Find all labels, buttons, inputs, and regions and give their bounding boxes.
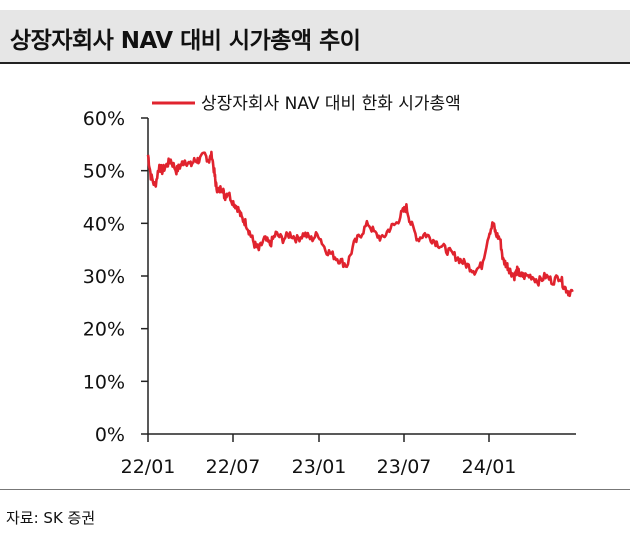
source-divider <box>0 489 630 490</box>
x-tick-label: 22/07 <box>206 456 261 478</box>
page-title: 상장자회사 NAV 대비 시가총액 추이 <box>10 28 361 54</box>
y-tick-label: 0% <box>95 424 125 446</box>
title-bar: 상장자회사 NAV 대비 시가총액 추이 <box>0 10 630 64</box>
y-tick-label: 40% <box>83 213 125 235</box>
legend-label: 상장자회사 NAV 대비 한화 시가총액 <box>201 94 461 114</box>
x-tick-label: 23/07 <box>377 456 432 478</box>
y-tick-label: 60% <box>83 108 125 130</box>
source-note: 자료: SK 증권 <box>6 509 96 527</box>
series-line <box>146 150 574 298</box>
y-tick-label: 30% <box>83 266 125 288</box>
y-tick-label: 50% <box>83 161 125 183</box>
x-tick-label: 24/01 <box>462 456 517 478</box>
x-tick-label: 22/01 <box>121 456 176 478</box>
x-tick-label: 23/01 <box>292 456 347 478</box>
y-tick-label: 20% <box>83 319 125 341</box>
y-tick-label: 10% <box>83 371 125 393</box>
